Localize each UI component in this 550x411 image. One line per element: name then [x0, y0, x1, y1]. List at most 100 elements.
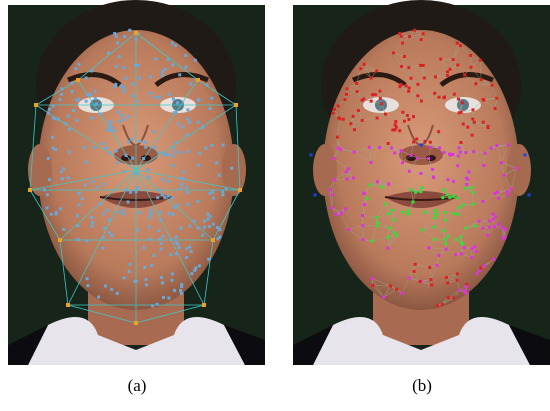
landmark [149, 212, 152, 215]
landmark [333, 178, 336, 181]
landmark [129, 263, 132, 266]
landmark [461, 101, 464, 104]
landmark [428, 266, 431, 269]
landmark [390, 147, 393, 150]
landmark [452, 180, 455, 183]
landmark [407, 66, 410, 69]
landmark [386, 247, 389, 250]
landmark [361, 238, 364, 241]
landmark [45, 206, 48, 209]
landmark [157, 229, 160, 232]
landmark [179, 187, 182, 190]
landmark [409, 154, 412, 157]
landmark [185, 256, 188, 259]
landmark [134, 190, 137, 193]
landmark [86, 93, 89, 96]
landmark [57, 118, 60, 121]
landmark [474, 82, 477, 85]
landmark [464, 151, 467, 154]
landmark [174, 151, 177, 154]
landmark [48, 178, 51, 181]
landmark [422, 32, 425, 35]
landmark [389, 284, 392, 287]
landmark [212, 223, 215, 226]
landmark [216, 226, 219, 229]
landmark [431, 168, 434, 171]
landmark [407, 213, 410, 216]
landmark [410, 188, 413, 191]
landmark [128, 29, 131, 32]
landmark [162, 296, 165, 299]
landmark [456, 272, 459, 275]
landmark [116, 211, 119, 214]
landmark [99, 113, 102, 116]
landmark [116, 292, 119, 295]
landmark [208, 225, 211, 228]
landmark [378, 90, 381, 93]
landmark [105, 147, 108, 150]
landmark [379, 97, 382, 100]
landmark [230, 167, 233, 170]
landmark [408, 276, 411, 279]
landmark [409, 77, 412, 80]
landmark [106, 209, 109, 212]
landmark [76, 99, 79, 102]
landmark [460, 241, 463, 244]
landmark [148, 216, 151, 219]
landmark [109, 120, 112, 123]
landmark [108, 218, 111, 221]
landmark [131, 83, 134, 86]
landmark [448, 196, 451, 199]
landmark [453, 93, 456, 96]
landmark [136, 186, 139, 189]
landmark [115, 150, 118, 153]
landmark [210, 144, 213, 147]
landmark [464, 187, 467, 190]
landmark [481, 200, 484, 203]
landmark [456, 279, 459, 282]
landmark [171, 63, 174, 66]
landmark [356, 90, 359, 93]
landmark [180, 292, 183, 295]
landmark [393, 231, 396, 234]
landmark [175, 252, 178, 255]
landmark [434, 212, 437, 215]
landmark [376, 224, 379, 227]
landmark [199, 152, 202, 155]
vertex [234, 103, 238, 107]
landmark [470, 256, 473, 259]
landmark [489, 147, 492, 150]
landmark [215, 161, 218, 164]
landmark [177, 123, 180, 126]
landmark [435, 264, 438, 267]
vertex [66, 303, 70, 307]
landmark [471, 191, 474, 194]
landmark [144, 146, 147, 149]
landmark [503, 228, 506, 231]
landmark [458, 289, 461, 292]
landmark [482, 98, 485, 101]
landmark [419, 64, 422, 67]
landmark [472, 150, 475, 153]
landmark [384, 113, 387, 116]
landmark [113, 32, 116, 35]
landmark [196, 200, 199, 203]
landmark [174, 44, 177, 47]
landmark [203, 219, 206, 222]
landmark [179, 289, 182, 292]
landmark [468, 170, 471, 173]
landmark [123, 276, 126, 279]
landmark [60, 170, 63, 173]
landmark [460, 111, 463, 114]
landmark [131, 157, 134, 160]
landmark [173, 206, 176, 209]
landmark [443, 96, 446, 99]
landmark [445, 248, 448, 251]
landmark [72, 109, 75, 112]
landmark [76, 214, 79, 217]
vertex [58, 238, 62, 242]
landmark [456, 164, 459, 167]
landmark [392, 51, 395, 54]
landmark [167, 180, 170, 183]
landmark [333, 108, 336, 111]
